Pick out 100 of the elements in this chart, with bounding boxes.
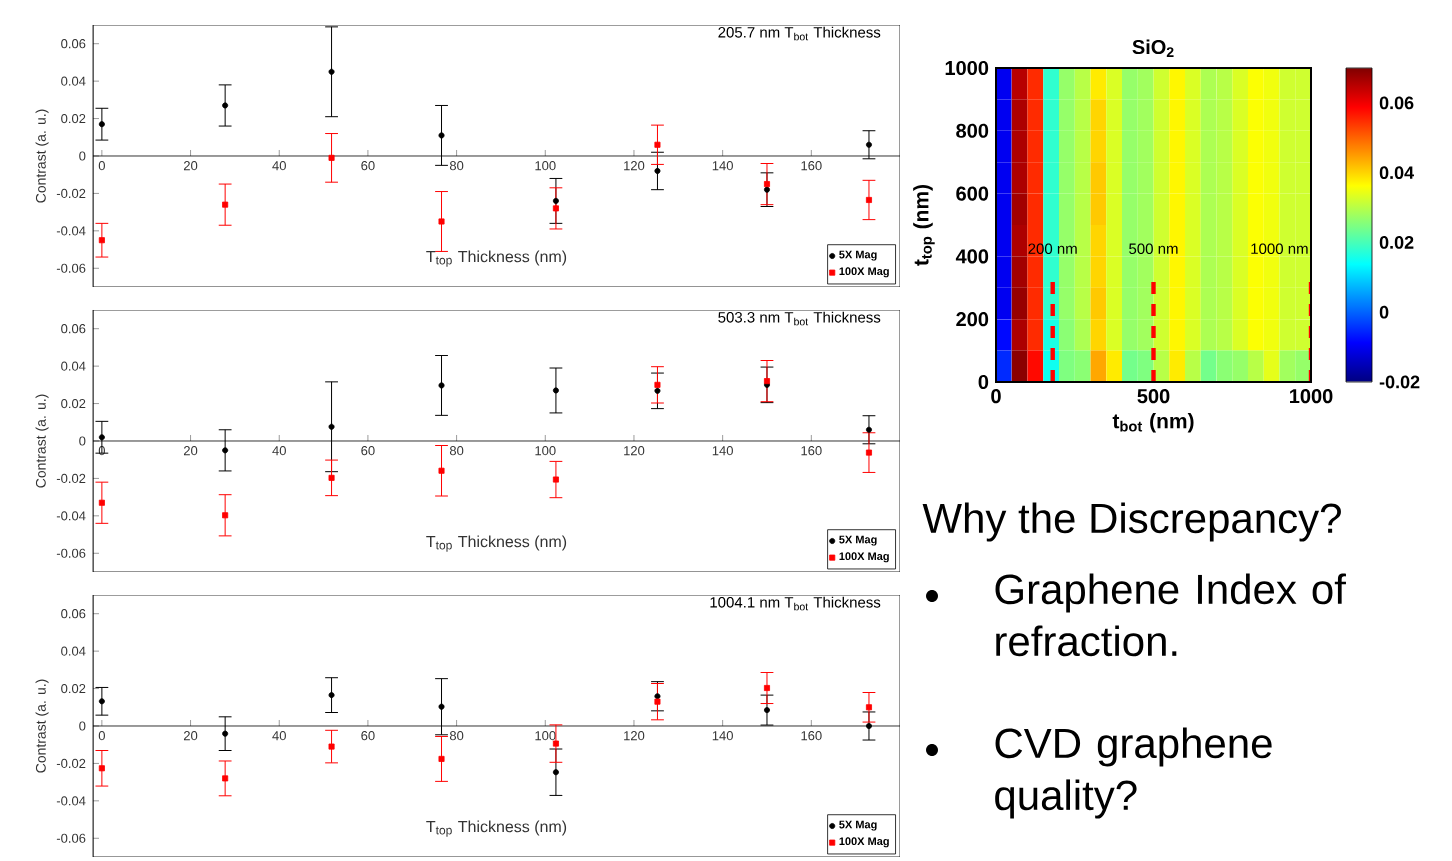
point [328, 743, 335, 750]
y-axis-title: Contrast (a. u.) [35, 679, 49, 773]
chart-title: SiO$_{2}$ [1132, 39, 1174, 57]
legend-label: 5X Mag [839, 250, 877, 261]
point [763, 186, 770, 193]
x-axis-title: T$_{top}$ Thickness (nm) [426, 820, 567, 837]
legend-label: 100X Mag [839, 837, 889, 848]
y-tick-label: -0.04 [56, 511, 86, 521]
x-tick-label: 40 [272, 161, 286, 171]
x-tick-label: 0 [98, 161, 105, 171]
x-tick-label: 80 [449, 446, 464, 456]
ref-line-label: 1000 nm [1251, 243, 1308, 255]
x-tick-label: 160 [801, 161, 822, 171]
point [865, 704, 872, 711]
x-tick-label: 100 [535, 161, 556, 171]
y-tick-label: 0.06 [61, 39, 86, 49]
x-axis-title: t$_{bot}$ (nm) [1112, 412, 1194, 433]
x-tick-label: 60 [361, 446, 375, 456]
y-tick-label: 0.06 [61, 609, 86, 619]
point [654, 387, 661, 394]
x-tick-label: 80 [449, 161, 464, 171]
point [438, 755, 445, 762]
point [438, 218, 445, 225]
y-tick-label: 0.02 [61, 683, 86, 694]
x-tick-label: 20 [183, 161, 198, 171]
x-axis-title: T$_{top}$ Thickness (nm) [426, 535, 567, 552]
point [552, 740, 559, 747]
point [222, 102, 229, 109]
point [865, 196, 872, 203]
y-tick-label: -0.06 [56, 548, 86, 558]
point [98, 434, 105, 441]
point [328, 474, 335, 481]
y-tick-label: 1000 [945, 60, 989, 76]
point [865, 449, 872, 456]
y-tick-label: 600 [956, 186, 989, 201]
point [222, 775, 229, 782]
x-tick-label: 140 [712, 161, 733, 171]
text: Why the Discrepancy? [922, 502, 1341, 542]
point [222, 512, 229, 519]
y-tick-label: -0.02 [56, 473, 86, 484]
chart-title: 205.7 nm T$_{bot}$ Thickness [718, 26, 881, 41]
point [552, 476, 559, 483]
y-tick-label: 0.06 [61, 324, 86, 334]
point [654, 693, 661, 700]
y-axis-title: Contrast (a. u.) [35, 109, 49, 203]
x-tick-label: 160 [801, 731, 822, 741]
color-bar-label: 0.02 [1379, 236, 1414, 249]
point [654, 141, 661, 148]
y-tick-label: -0.04 [56, 226, 86, 236]
legend-label: 5X Mag [839, 820, 877, 831]
point [328, 154, 335, 161]
chart-title: 503.3 nm T$_{bot}$ Thickness [718, 311, 881, 326]
point [654, 698, 661, 705]
x-tick-label: 40 [272, 446, 286, 456]
x-tick-label: 1000 [1290, 389, 1333, 404]
point [865, 141, 872, 148]
y-tick-label: 0 [79, 151, 86, 161]
x-tick-label: 20 [183, 731, 198, 741]
color-bar-label: 0.06 [1379, 96, 1414, 110]
x-tick-label: 500 [1137, 389, 1170, 404]
point [222, 201, 229, 208]
x-tick-label: 100 [535, 446, 556, 456]
point [654, 381, 661, 388]
x-tick-label: 140 [712, 446, 733, 456]
x-tick-label: 20 [183, 446, 198, 456]
text: Graphene Index of refraction. [995, 573, 1346, 657]
y-tick-label: -0.02 [56, 188, 86, 199]
point [438, 703, 445, 710]
point [222, 730, 229, 737]
y-tick-label: -0.02 [56, 758, 86, 769]
y-tick-label: 0.04 [61, 646, 86, 656]
chart-title: 1004.1 nm T$_{bot}$ Thickness [710, 596, 881, 611]
point [438, 132, 445, 139]
legend-label: 100X Mag [839, 267, 889, 278]
text: CVD graphene quality? [995, 727, 1272, 819]
y-tick-label: 0.02 [61, 398, 86, 409]
y-tick-label: -0.06 [56, 263, 86, 273]
point [552, 387, 559, 394]
x-tick-label: 120 [624, 446, 645, 456]
point [763, 181, 770, 188]
y-tick-label: 0.02 [61, 113, 86, 124]
y-axis-title: Contrast (a. u.) [35, 394, 49, 488]
x-tick-label: 60 [361, 731, 375, 741]
x-tick-label: 60 [361, 161, 375, 171]
y-tick-label: 800 [956, 123, 989, 138]
x-tick-label: 140 [712, 731, 733, 741]
x-tick-label: 0 [98, 731, 105, 741]
x-tick-label: 40 [272, 731, 286, 741]
y-tick-label: 400 [955, 249, 989, 264]
y-tick-label: 0 [79, 721, 86, 731]
color-bar-label: 0.04 [1379, 166, 1414, 180]
point [98, 698, 105, 705]
point [98, 499, 105, 506]
point [328, 68, 335, 75]
point [763, 685, 770, 691]
point [865, 426, 872, 433]
ref-line-label: 500 nm [1129, 243, 1178, 255]
color-bar-label: 0 [1379, 305, 1389, 319]
x-tick-label: 0 [991, 389, 1001, 404]
point [438, 382, 445, 389]
